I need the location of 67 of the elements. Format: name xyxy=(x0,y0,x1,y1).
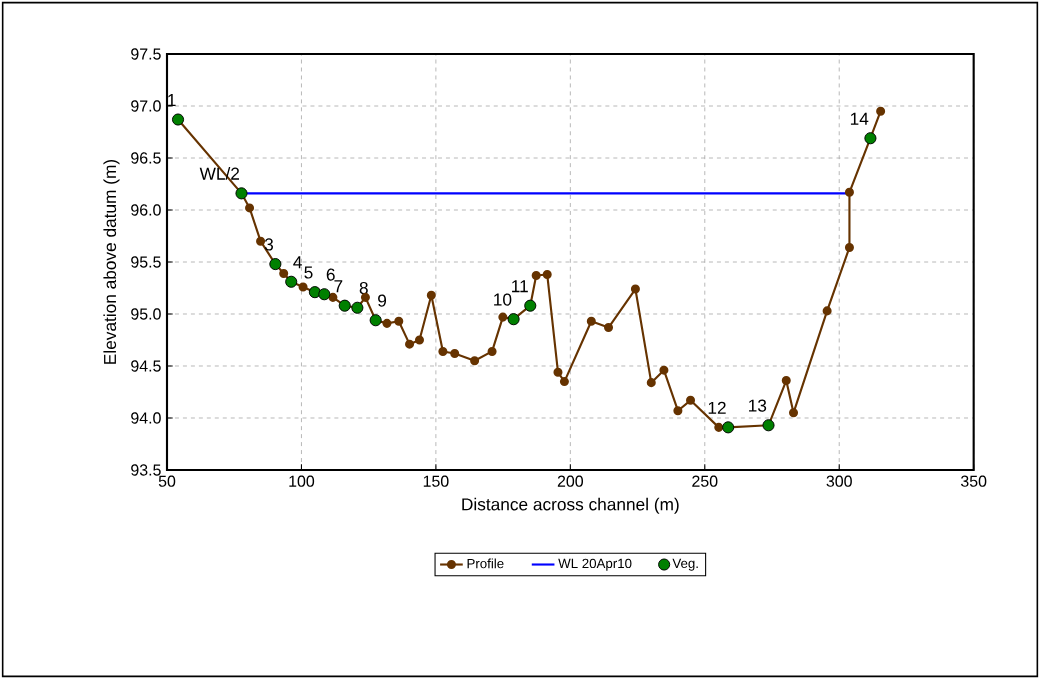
point xyxy=(646,378,656,388)
point xyxy=(279,268,289,278)
annotation: 9 xyxy=(378,294,387,307)
y-axis-title: Elevation above datum (m) xyxy=(103,159,120,364)
point xyxy=(559,377,569,387)
x-tick-label: 200 xyxy=(557,475,584,487)
point xyxy=(470,356,480,366)
point xyxy=(630,284,640,294)
annotation: 8 xyxy=(359,281,368,295)
point xyxy=(438,346,448,356)
x-tick-label: 100 xyxy=(289,475,315,487)
annotation: 5 xyxy=(304,266,313,279)
annotation: 6 xyxy=(326,268,335,281)
point xyxy=(394,316,404,326)
point xyxy=(844,242,854,252)
point xyxy=(328,292,338,302)
y-tick-label: 96.0 xyxy=(131,204,161,216)
point xyxy=(673,406,683,416)
x-axis-title: Distance across channel (m) xyxy=(462,497,679,514)
point xyxy=(714,422,724,432)
point xyxy=(531,271,541,281)
x-tick-label: 50 xyxy=(158,475,176,487)
point xyxy=(298,282,308,292)
y-tick-label: 96.5 xyxy=(131,152,161,164)
legend-label: Veg. xyxy=(672,558,698,571)
point xyxy=(844,187,854,197)
point xyxy=(822,306,832,316)
annotation: 10 xyxy=(494,293,512,306)
annotation: 13 xyxy=(749,399,767,412)
point xyxy=(586,316,596,326)
x-tick-label: 300 xyxy=(826,475,852,487)
point xyxy=(414,335,425,345)
annotation: 11 xyxy=(512,280,528,293)
y-tick-label: 94.0 xyxy=(131,412,161,424)
point xyxy=(542,269,552,279)
point xyxy=(788,408,799,418)
y-tick-label: 94.5 xyxy=(131,360,161,372)
legend-label: WL 20Apr10 xyxy=(558,558,632,571)
annotation: 3 xyxy=(264,238,274,251)
x-tick-label: 150 xyxy=(423,475,449,487)
point xyxy=(487,346,497,356)
point xyxy=(876,106,886,116)
point xyxy=(498,312,508,322)
x-tick-label: 350 xyxy=(960,475,987,487)
annotation: 12 xyxy=(708,401,726,414)
point xyxy=(781,376,791,386)
point xyxy=(245,203,255,213)
y-tick-label: 97.5 xyxy=(131,48,161,60)
y-tick-label: 97.0 xyxy=(131,100,161,112)
y-tick-label: 95.0 xyxy=(131,308,161,320)
y-tick-label: 95.5 xyxy=(131,256,161,268)
point xyxy=(382,318,392,328)
point xyxy=(686,395,696,405)
point xyxy=(604,323,614,333)
point xyxy=(256,236,266,246)
y-tick-label: 93.5 xyxy=(131,464,161,476)
annotation: 7 xyxy=(334,280,343,293)
legend-label: Profile xyxy=(467,558,504,569)
point xyxy=(553,367,563,377)
x-tick-label: 250 xyxy=(692,475,718,487)
annotation: 1 xyxy=(168,94,176,106)
point xyxy=(659,365,669,375)
annotation: 4 xyxy=(293,256,302,269)
annotation: 14 xyxy=(850,112,869,125)
point xyxy=(426,290,436,300)
point xyxy=(405,339,415,349)
point xyxy=(450,349,460,359)
